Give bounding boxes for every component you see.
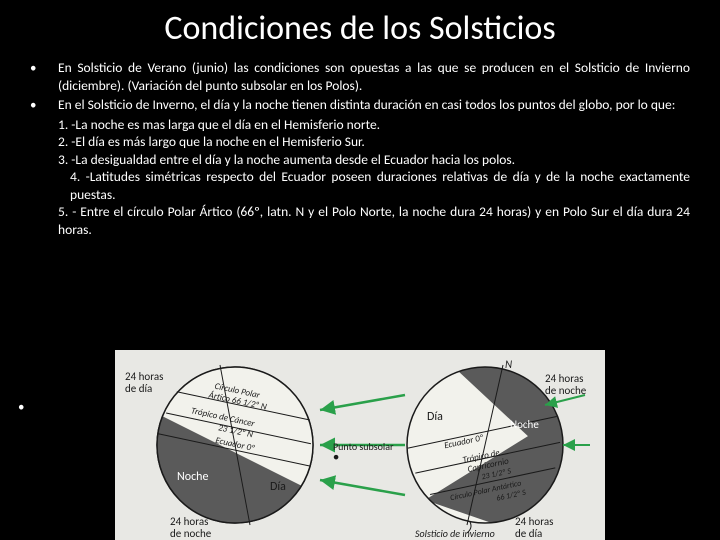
svg-text:●: ● (333, 450, 339, 463)
bullet-text: En el Solsticio de Inverno, el día y la … (58, 96, 690, 114)
bullet-item: • En el Solsticio de Inverno, el día y l… (30, 96, 690, 114)
numbered-line: 4. -Latitudes simétricas respecto del Ec… (70, 168, 690, 203)
numbered-line: 1. -La noche es mas larga que el día en … (58, 116, 690, 134)
north-pole: N (505, 358, 512, 371)
slide-title: Condiciones de los Solsticios (0, 0, 720, 59)
numbered-line: 5. - Entre el círculo Polar Ártico (66º,… (58, 203, 690, 238)
svg-text:de noche: de noche (170, 527, 212, 540)
bullet-item: • En Solsticio de Verano (junio) las con… (30, 59, 690, 94)
body-content: • En Solsticio de Verano (junio) las con… (0, 59, 720, 238)
svg-text:de día: de día (515, 527, 542, 540)
subsolar-label: Punto subsolar (333, 440, 394, 453)
bullet-marker: • (30, 96, 58, 113)
day-label: Día (270, 480, 286, 494)
night-label: Noche (177, 470, 208, 484)
svg-text:de día: de día (125, 382, 152, 395)
diagram-container: Círculo Polar Ártico 66 1/2º N Trópico d… (0, 350, 720, 540)
numbered-line: 3. -La desigualdad entre el día y la noc… (58, 151, 690, 169)
numbered-line: 2. -El día es más largo que la noche en … (58, 133, 690, 151)
night-label-r: Noche (510, 418, 539, 431)
svg-text:de noche: de noche (545, 384, 587, 397)
solstice-caption: Solsticio de invierno (415, 527, 495, 540)
bullet-text: En Solsticio de Verano (junio) las condi… (58, 59, 690, 94)
bullet-marker: • (30, 59, 58, 76)
solstice-diagram: Círculo Polar Ártico 66 1/2º N Trópico d… (115, 350, 605, 540)
day-label-r: Día (427, 410, 443, 424)
